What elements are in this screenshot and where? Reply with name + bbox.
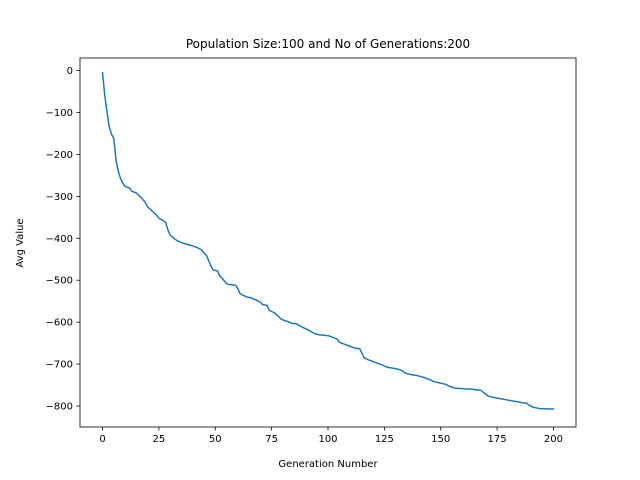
y-tick-label: −600: [46, 318, 73, 329]
x-tick-label: 200: [544, 434, 563, 445]
y-axis-label: Avg Value: [15, 218, 26, 267]
y-tick-label: −700: [46, 360, 73, 371]
y-tick-label: −100: [46, 108, 73, 119]
y-tick-label: −300: [46, 192, 73, 203]
series-line-0: [101, 71, 555, 410]
x-tick-label: 150: [431, 434, 450, 445]
y-tick-label: −500: [46, 276, 73, 287]
x-tick-label: 175: [488, 434, 507, 445]
plot-area: 0 25 50 75 100 125 150 175 200 0 −100 −200 −300 −400 −…: [46, 57, 577, 445]
y-tick-label: −200: [46, 150, 73, 161]
x-tick-label: 100: [318, 434, 337, 445]
x-tick-label: 0: [99, 434, 105, 445]
x-axis-label: Generation Number: [278, 459, 378, 470]
x-tick-label: 50: [209, 434, 222, 445]
y-tick-label: −400: [46, 234, 73, 245]
y-tick-label: 0: [67, 66, 73, 77]
x-tick-label: 75: [265, 434, 278, 445]
x-tick-label: 125: [375, 434, 394, 445]
axes-frame: [79, 57, 577, 428]
y-tick-label: −800: [46, 402, 73, 413]
chart-title: Population Size:100 and No of Generation…: [186, 37, 470, 51]
x-tick-label: 25: [153, 434, 166, 445]
